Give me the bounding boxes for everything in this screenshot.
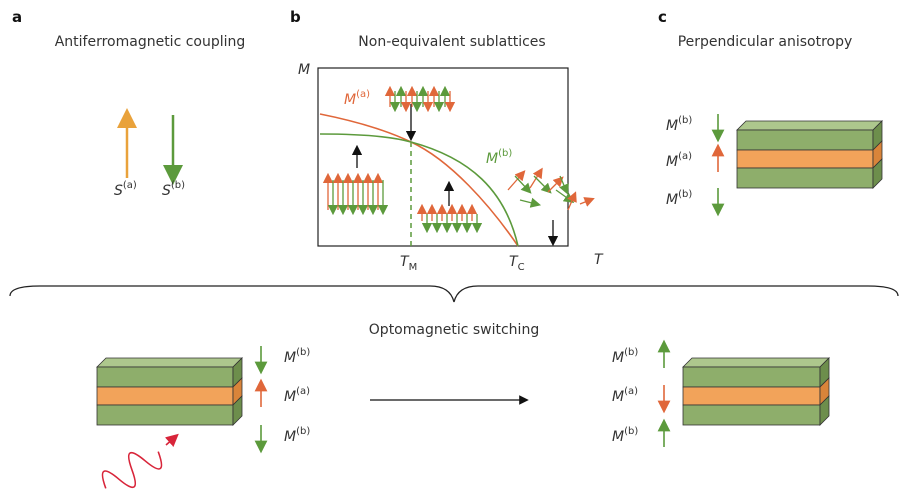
superscript: (b): [296, 426, 310, 437]
superscript: (a): [624, 386, 638, 397]
superscript: (a): [123, 180, 137, 191]
slab-side: [819, 395, 830, 426]
symbol: M: [284, 350, 296, 366]
slab-layer: [736, 149, 874, 169]
slab-layer: [96, 366, 234, 388]
symbol: M: [284, 429, 296, 445]
symbol-label: M(b): [612, 426, 638, 445]
slab-layer: [96, 404, 234, 426]
symbol-label: M(b): [284, 426, 310, 445]
brace: [9, 285, 899, 303]
slab-top: [682, 357, 830, 368]
superscript: (b): [171, 180, 185, 191]
symbol-label: M(b): [612, 347, 638, 366]
slab-layer: [682, 386, 821, 406]
superscript: (b): [678, 189, 692, 200]
symbol-label: M(b): [284, 347, 310, 366]
curve-b: [319, 133, 519, 247]
panel-title: Antiferromagnetic coupling: [55, 34, 246, 50]
panel-title: Perpendicular anisotropy: [678, 34, 853, 50]
superscript: (b): [296, 347, 310, 358]
superscript: (b): [498, 148, 512, 159]
laser-arrow: [164, 433, 179, 448]
spin-arrow: [529, 167, 543, 189]
symbol: S: [162, 183, 171, 199]
curve-a: [319, 113, 519, 247]
symbol-label: M(b): [666, 189, 692, 208]
spin-arrow: [559, 175, 569, 195]
symbol-label: TM: [400, 254, 417, 273]
superscript: (a): [356, 89, 370, 100]
symbol: M: [284, 389, 296, 405]
spin-arrow: [567, 191, 577, 211]
symbol: M: [612, 389, 624, 405]
symbol-label: M(b): [486, 148, 512, 167]
spin-arrow: [579, 197, 595, 207]
spin-arrow: [519, 197, 542, 208]
symbol: M: [612, 429, 624, 445]
symbol: S: [114, 183, 123, 199]
symbol-label: TC: [509, 254, 525, 273]
symbol: M: [344, 92, 356, 108]
slab-layer: [736, 129, 874, 151]
slab-top: [736, 120, 883, 131]
section-title: Optomagnetic switching: [369, 322, 539, 338]
symbol-label: S(b): [162, 180, 185, 199]
plot-frame: [317, 67, 569, 247]
symbol: M: [612, 350, 624, 366]
superscript: (b): [624, 426, 638, 437]
laser-pulse: [101, 451, 163, 489]
symbol: T: [509, 254, 519, 270]
slab-side: [872, 158, 883, 189]
spin-arrow: [507, 170, 526, 191]
symbol: T: [400, 254, 410, 270]
spin-arrow: [514, 175, 532, 194]
slab-side: [232, 395, 243, 426]
spin-arrow: [533, 175, 552, 194]
slab-layer: [96, 386, 234, 406]
axis-label: T: [594, 252, 604, 268]
subscript: C: [518, 262, 525, 273]
superscript: (a): [678, 151, 692, 162]
panel-label: c: [658, 8, 667, 26]
axis-label: M: [298, 62, 310, 78]
symbol: M: [486, 151, 498, 167]
panel-label: b: [290, 8, 301, 26]
panel-title: Non-equivalent sublattices: [358, 34, 545, 50]
symbol-label: M(a): [344, 89, 370, 108]
symbol: M: [666, 192, 678, 208]
symbol-label: M(a): [284, 386, 310, 405]
superscript: (b): [624, 347, 638, 358]
symbol-label: M(a): [612, 386, 638, 405]
symbol-label: M(b): [666, 115, 692, 134]
symbol-label: S(a): [114, 180, 137, 199]
symbol: M: [666, 154, 678, 170]
superscript: (a): [296, 386, 310, 397]
slab-layer: [682, 404, 821, 426]
symbol-label: M(a): [666, 151, 692, 170]
superscript: (b): [678, 115, 692, 126]
slab-layer: [682, 366, 821, 388]
subscript: M: [409, 262, 418, 273]
symbol: M: [666, 118, 678, 134]
panel-label: a: [12, 8, 22, 26]
slab-layer: [736, 167, 874, 189]
spin-arrow: [547, 176, 564, 193]
slab-top: [96, 357, 243, 368]
